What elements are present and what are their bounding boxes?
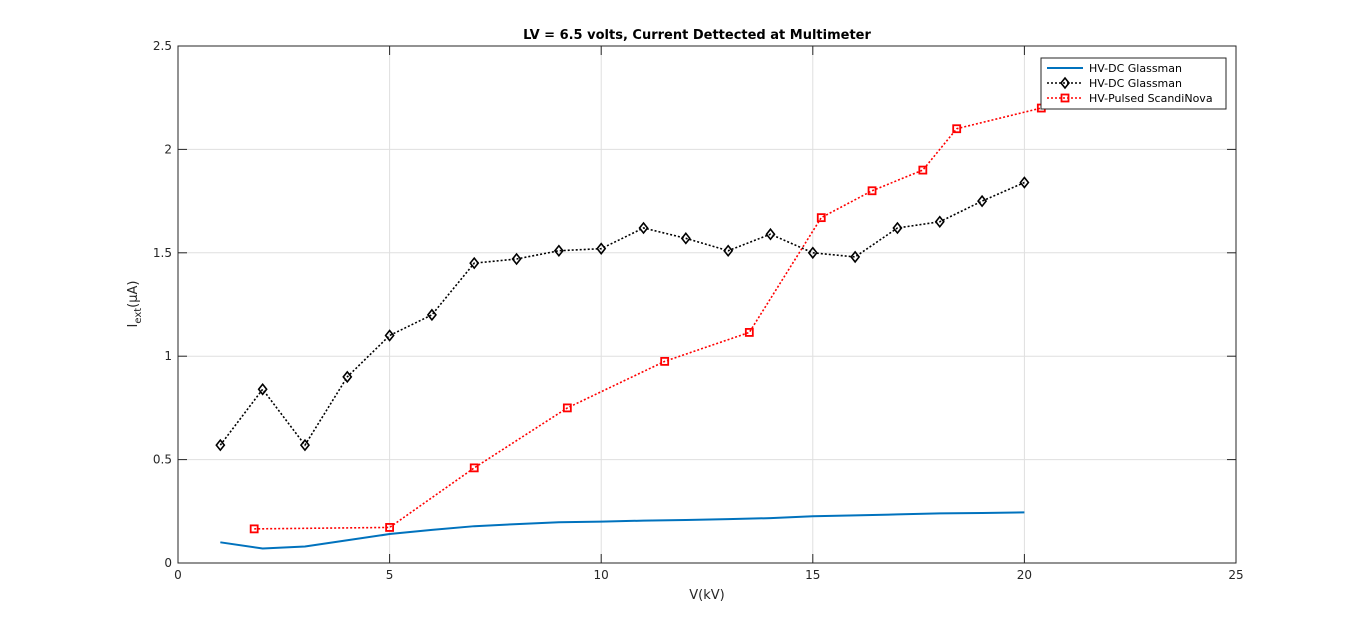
legend-entry: HV-DC Glassman — [1089, 77, 1182, 90]
y-tick-label: 0.5 — [153, 453, 172, 467]
series-line — [220, 511, 1025, 550]
y-tick-label: 1 — [164, 349, 172, 363]
axes-box — [177, 45, 1237, 564]
data-point — [977, 194, 988, 208]
data-point — [299, 438, 310, 452]
series-2 — [215, 176, 1030, 452]
legend-marker — [1059, 76, 1071, 90]
data-point — [638, 221, 649, 235]
x-tick-label: 5 — [386, 568, 394, 582]
data-point — [553, 244, 564, 258]
data-point — [850, 250, 861, 264]
x-axis-label: V(kV) — [689, 588, 724, 603]
y-tick-label: 2.5 — [153, 39, 172, 53]
series-layer — [215, 103, 1046, 550]
data-point — [257, 383, 268, 396]
legend: HV-DC Glassman HV-DC Glassman HV-Pulsed Sc… — [1040, 57, 1227, 110]
data-point — [1019, 176, 1030, 189]
data-point — [469, 256, 480, 270]
data-point — [342, 370, 353, 384]
x-tick-label: 20 — [1017, 568, 1032, 582]
data-point — [596, 242, 607, 255]
data-point — [511, 252, 522, 266]
data-point — [723, 244, 734, 258]
series-1 — [220, 511, 1025, 550]
data-point — [816, 213, 826, 223]
axis-ticks: 0 5 10 15 20 25 0 0.5 1 1.5 2 2.5 — [153, 39, 1244, 582]
legend-marker — [1060, 93, 1070, 103]
series-line — [254, 107, 1042, 530]
data-point — [765, 227, 776, 241]
y-tick-label: 1.5 — [153, 246, 172, 260]
data-point — [660, 356, 670, 366]
data-point — [469, 463, 479, 473]
chart-title: LV = 6.5 volts, Current Dettected at Mul… — [523, 28, 871, 43]
legend-entry: HV-DC Glassman — [1089, 62, 1182, 75]
y-axis-label: Iext(μA) — [126, 281, 144, 328]
data-point — [215, 438, 226, 452]
legend-entry: HV-Pulsed ScandiNova — [1089, 92, 1213, 105]
data-point — [952, 124, 962, 134]
y-tick-label: 0 — [164, 556, 172, 570]
data-point — [867, 186, 877, 196]
data-point — [680, 232, 691, 245]
series-3 — [249, 103, 1046, 534]
data-point — [384, 329, 395, 342]
data-point — [807, 246, 818, 260]
data-point — [744, 328, 754, 337]
series-line — [219, 181, 1025, 447]
data-point — [385, 523, 395, 532]
data-point — [562, 403, 572, 413]
x-tick-label: 0 — [174, 568, 182, 582]
x-tick-label: 15 — [805, 568, 820, 582]
data-point — [426, 308, 437, 322]
grid — [177, 45, 1237, 564]
y-tick-label: 2 — [164, 142, 172, 156]
x-tick-label: 10 — [594, 568, 609, 582]
data-point — [892, 221, 903, 235]
x-tick-label: 25 — [1228, 568, 1243, 582]
data-point — [918, 165, 928, 175]
data-point — [249, 524, 259, 534]
data-point — [934, 215, 945, 229]
